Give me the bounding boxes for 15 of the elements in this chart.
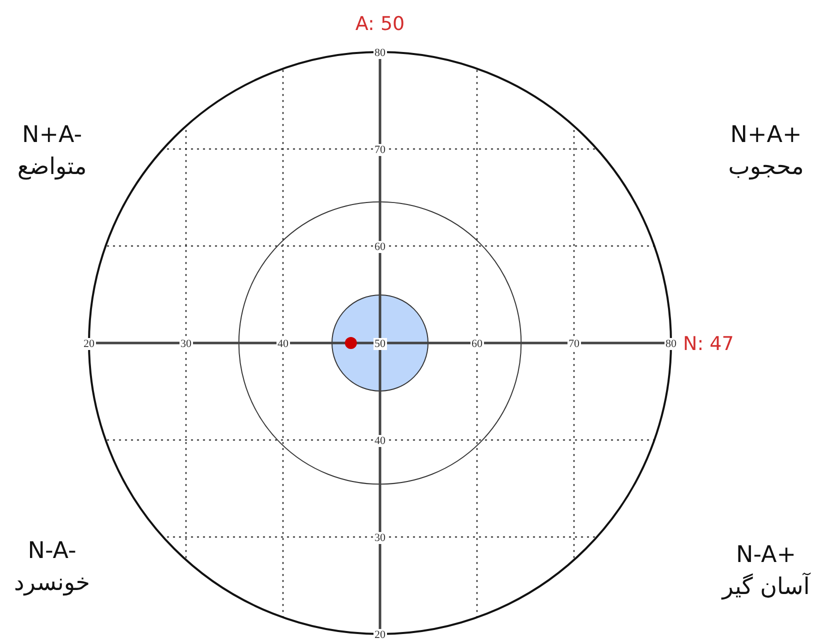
text: N: 47 (683, 333, 734, 355)
y-tick-label: 20 (374, 629, 386, 640)
y-tick-label: 60 (374, 241, 386, 253)
x-tick-label: 80 (666, 338, 677, 350)
y-tick-label: 70 (374, 144, 386, 156)
x-tick-label: 30 (180, 338, 192, 350)
x-tick-label: 50 (374, 338, 386, 350)
x-tick-label: 70 (568, 338, 580, 350)
x-tick-label: 60 (472, 338, 483, 350)
x-tick-label: 40 (278, 338, 289, 350)
text: A: 50 (355, 13, 405, 35)
y-tick-label: 40 (374, 435, 386, 447)
x-tick-label: 20 (84, 338, 95, 350)
y-tick-label: 30 (374, 532, 386, 544)
y-tick-label: 80 (374, 47, 386, 59)
